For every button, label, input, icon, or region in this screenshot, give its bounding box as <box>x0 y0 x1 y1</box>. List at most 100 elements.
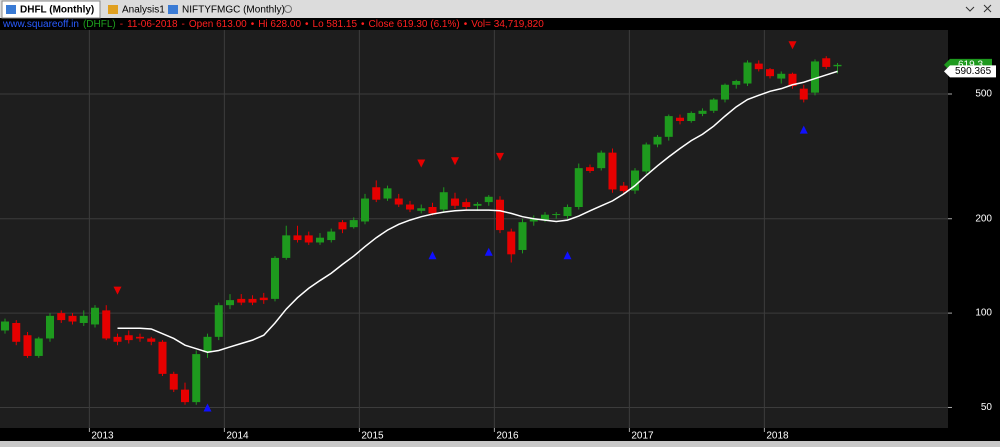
tab-bg <box>1 0 101 19</box>
candle-body <box>417 208 426 211</box>
tab[interactable]: Analysis1 <box>108 5 165 16</box>
candle-body <box>631 170 639 191</box>
candle-body <box>1 321 9 331</box>
candle-body <box>259 297 268 301</box>
y-tick-label: 500 <box>975 89 992 100</box>
candle-body <box>57 313 66 321</box>
candle-body <box>597 152 606 169</box>
tab[interactable]: NIFTYFMGC (Monthly) <box>168 5 292 16</box>
info-item: • <box>464 19 468 30</box>
candle-body <box>327 231 336 241</box>
sheet-tabs <box>0 441 1000 447</box>
candle-body <box>541 214 549 221</box>
candle-body <box>788 73 797 87</box>
tab-bar <box>0 0 1000 18</box>
tab-label: DHFL (Monthly) <box>20 5 94 16</box>
tab-icon <box>6 5 16 14</box>
candle-body <box>676 117 684 122</box>
info-item: www.squareoff.in <box>2 19 79 30</box>
info-item: Hi 628.00 <box>258 19 301 30</box>
info-bar <box>0 18 1000 30</box>
candle-body <box>687 112 696 122</box>
candle-body <box>394 198 403 205</box>
sell-signal <box>451 157 459 166</box>
candle-body <box>439 192 448 210</box>
candle-body <box>451 198 459 206</box>
ma-flag-label: 590.365 <box>955 66 992 77</box>
candle-body <box>484 196 493 203</box>
new-tab-icon[interactable] <box>284 5 292 13</box>
tab-icon <box>108 5 118 14</box>
candle-body <box>383 188 392 199</box>
candle-body <box>214 305 223 337</box>
candle-body <box>777 73 786 79</box>
candle-body <box>518 222 527 250</box>
info-item: • <box>305 19 309 30</box>
buy-signal <box>428 251 437 260</box>
info-item: Close 619.30 (6.1%) <box>369 19 460 30</box>
info-item: • <box>361 19 365 30</box>
candle-body <box>372 187 381 200</box>
info-item: Open 613.00 <box>189 19 247 30</box>
price-axis <box>948 30 1000 428</box>
candle-body <box>754 63 763 70</box>
candle-body <box>709 99 718 111</box>
y-tick-label: 100 <box>975 308 992 319</box>
info-item: - <box>120 19 123 30</box>
candle-body <box>529 218 538 222</box>
candle-body <box>586 167 594 171</box>
candle-body <box>507 231 516 255</box>
moving-average <box>117 70 838 354</box>
candle-body <box>271 257 279 299</box>
candle-body <box>46 315 54 339</box>
candle-body <box>473 203 482 206</box>
tab-icon <box>168 5 178 14</box>
candle-body <box>158 341 167 374</box>
candle-body <box>563 207 572 217</box>
candle-body <box>226 300 234 306</box>
candle-body <box>147 338 156 342</box>
info-item: Vol= 34,719,820 <box>471 19 544 30</box>
tab[interactable]: DHFL (Monthly) <box>1 0 101 19</box>
candle-body <box>619 185 628 192</box>
candle-body <box>732 81 741 85</box>
candle-body <box>248 298 257 303</box>
candle-body <box>799 88 808 100</box>
candle-body <box>574 168 583 208</box>
candle-body <box>349 220 358 228</box>
candle-body <box>361 198 369 222</box>
sell-signal <box>788 41 797 50</box>
candle-body <box>721 84 729 100</box>
buy-signal <box>203 403 212 412</box>
candle-body <box>34 338 43 356</box>
x-tick-label: 2015 <box>361 431 384 442</box>
buy-signal <box>799 125 808 134</box>
sell-signal <box>417 159 426 168</box>
candle-body <box>68 315 77 322</box>
candle-body <box>316 237 324 243</box>
candle-body <box>833 64 842 67</box>
sell-signal <box>496 152 504 161</box>
info-item: • <box>251 19 255 30</box>
sell-signal <box>113 286 122 295</box>
close-button[interactable] <box>983 4 992 13</box>
candle-body <box>811 61 819 93</box>
info-item: - <box>182 19 185 30</box>
candle-body <box>181 389 189 403</box>
candle-body <box>192 354 201 403</box>
candle-body <box>282 235 291 258</box>
menu-button[interactable] <box>965 6 975 12</box>
candle-body <box>338 222 347 230</box>
plot-area <box>0 30 948 428</box>
candle-body <box>23 335 32 356</box>
info-item: (DHFL) <box>83 19 116 30</box>
x-tick-label: 2017 <box>631 431 654 442</box>
candle-body <box>406 204 414 210</box>
info-item: Lo 581.15 <box>313 19 358 30</box>
price-flag-label: 619.3 <box>958 59 983 70</box>
candle-body <box>766 69 774 77</box>
candle-body <box>462 202 471 208</box>
candle-body <box>124 335 133 341</box>
date-axis <box>0 428 1000 441</box>
